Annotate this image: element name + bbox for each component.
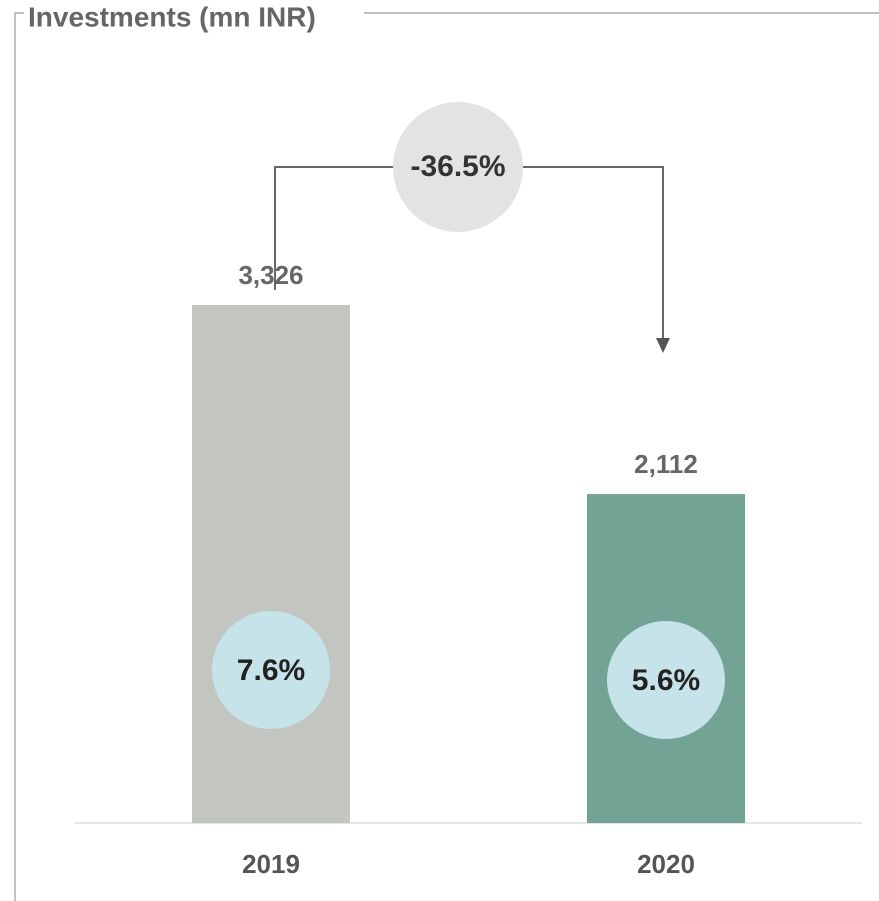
value-label: 3,326 — [238, 260, 303, 290]
arrowhead — [656, 338, 670, 353]
value-label: 2,112 — [634, 449, 698, 479]
frame — [14, 12, 879, 901]
share-badge — [212, 611, 330, 729]
x-tick-label: 2019 — [242, 849, 300, 879]
bar — [192, 304, 350, 824]
change-badge — [393, 102, 523, 232]
share-label: 5.6% — [632, 664, 700, 697]
share-label: 7.6% — [237, 654, 305, 687]
x-tick-label: 2020 — [637, 849, 695, 879]
title-background — [24, 0, 364, 34]
share-badge — [607, 621, 725, 739]
change-label: -36.5% — [410, 150, 505, 183]
chart-title: Investments (mn INR) — [28, 1, 316, 32]
